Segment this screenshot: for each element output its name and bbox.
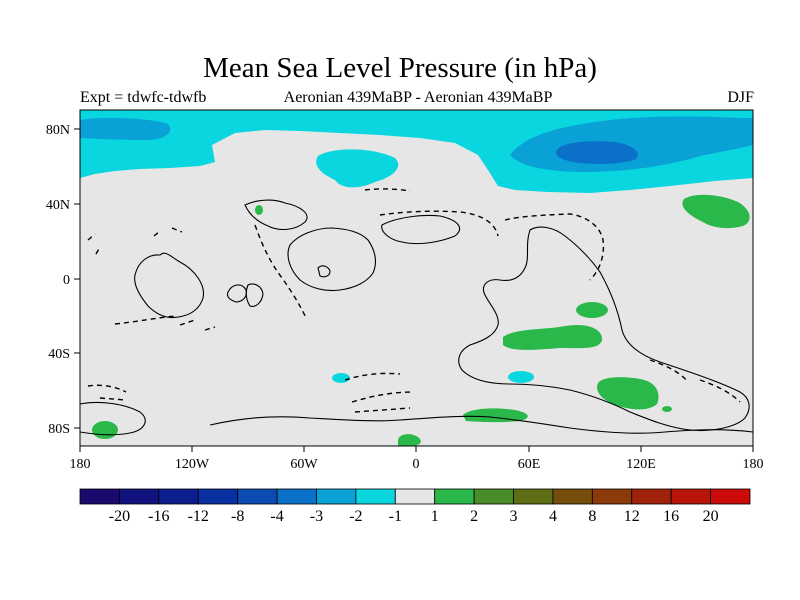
green-region-south-central — [503, 324, 603, 350]
coastlines — [80, 199, 753, 436]
dashed-arc-west — [254, 224, 307, 319]
colorbar-swatch — [434, 488, 475, 505]
experiment-label: Expt = tdwfc-tdwfb — [80, 89, 207, 106]
green-region-northeast — [682, 194, 750, 229]
dashed-southwest-shelf — [87, 384, 127, 401]
north-dark-blue-core — [556, 141, 638, 164]
x-tick-label: 120W — [175, 457, 210, 472]
colorbar-swatch — [119, 488, 160, 505]
period-label: Aeronian 439MaBP - Aeronian 439MaBP — [283, 89, 553, 106]
colorbar-swatch — [513, 488, 554, 505]
coastline-island-central-west — [245, 283, 264, 307]
colorbar-label: -12 — [188, 508, 209, 525]
north-cyan-lobe — [316, 149, 399, 188]
coastline-south-polar — [80, 401, 753, 436]
colorbar-label: 12 — [624, 508, 640, 525]
y-tick-label: 40N — [46, 198, 70, 213]
colorbar-label: 8 — [588, 508, 596, 525]
coastline-gondwana — [458, 226, 750, 432]
x-tick-label: 180 — [70, 457, 91, 472]
colorbar-swatch — [473, 488, 514, 505]
coastline-northwest-landmass — [244, 199, 308, 231]
x-tick-label: 0 — [413, 457, 420, 472]
colorbar-swatch — [670, 488, 711, 505]
colorbar-label: 2 — [470, 508, 478, 525]
green-region-south-pole — [398, 434, 421, 446]
coastline-central-inner-lake — [317, 265, 331, 278]
green-region-east-small — [576, 302, 608, 318]
colorbar-label: -8 — [231, 508, 244, 525]
colorbar-swatch — [276, 488, 317, 505]
colorbar-labels: -20 -16 -12 -8 -4 -3 -2 -1 1 2 3 4 8 12 16 20 — [109, 508, 719, 525]
colorbar-swatch — [394, 488, 436, 505]
x-tick-label: 60W — [290, 457, 318, 472]
y-tick-label: 0 — [63, 273, 70, 288]
colorbar-swatch — [79, 488, 120, 505]
colorbar-label: 16 — [663, 508, 679, 525]
colorbar-swatch — [631, 488, 672, 505]
colorbar-label: -4 — [270, 508, 283, 525]
y-tick-label: 80N — [46, 123, 70, 138]
coastline-central-landmass — [287, 227, 377, 292]
colorbar-swatch — [158, 488, 199, 505]
x-tick-label: 60E — [518, 457, 541, 472]
green-region-southeast — [597, 377, 659, 410]
green-region-southeast-dot — [662, 406, 672, 412]
colorbar-label: -3 — [310, 508, 323, 525]
y-tick-label: 40S — [48, 347, 70, 362]
dashed-coastlines — [87, 188, 741, 413]
dashed-west-islands — [114, 315, 216, 331]
colorbar-label: 20 — [703, 508, 719, 525]
coastline-small-island-west — [226, 284, 247, 303]
colorbar-swatch — [355, 488, 396, 505]
colorbar-swatch — [710, 488, 751, 505]
x-tick-label: 180 — [743, 457, 764, 472]
north-blue-region-west — [80, 117, 171, 140]
colorbar-swatch — [316, 488, 357, 505]
dashed-southern-shelf — [344, 372, 413, 413]
x-tick-label: 120E — [626, 457, 656, 472]
dashed-east-coast — [504, 213, 605, 281]
green-region-northwest-dot — [255, 205, 263, 215]
colorbar-label: 3 — [510, 508, 518, 525]
south-cyan-spot-1 — [332, 373, 350, 383]
colorbar-label: -20 — [109, 508, 130, 525]
south-cyan-spot-2 — [508, 371, 534, 383]
colorbar-label: -2 — [349, 508, 362, 525]
green-region-southwest — [92, 421, 118, 439]
dashed-west-arcs — [87, 227, 183, 255]
colorbar-swatch — [591, 488, 633, 505]
colorbar-swatch — [237, 488, 278, 505]
colorbar — [79, 488, 751, 505]
coastline-west-continent — [134, 252, 205, 319]
colorbar-label: 1 — [431, 508, 439, 525]
green-region-south — [463, 408, 528, 423]
map-area — [80, 110, 753, 446]
tick-marks — [74, 128, 754, 452]
colorbar-swatch — [552, 488, 593, 505]
colorbar-label: -16 — [148, 508, 169, 525]
coastline-north-landmass — [381, 214, 460, 245]
chart-title: Mean Sea Level Pressure (in hPa) — [203, 52, 597, 84]
dashed-north-coast — [364, 188, 499, 237]
dashed-east-trench — [649, 359, 741, 403]
y-tick-label: 80S — [48, 422, 70, 437]
colorbar-swatch — [197, 488, 239, 505]
colorbar-label: -1 — [389, 508, 402, 525]
season-label: DJF — [727, 89, 754, 106]
colorbar-label: 4 — [549, 508, 557, 525]
